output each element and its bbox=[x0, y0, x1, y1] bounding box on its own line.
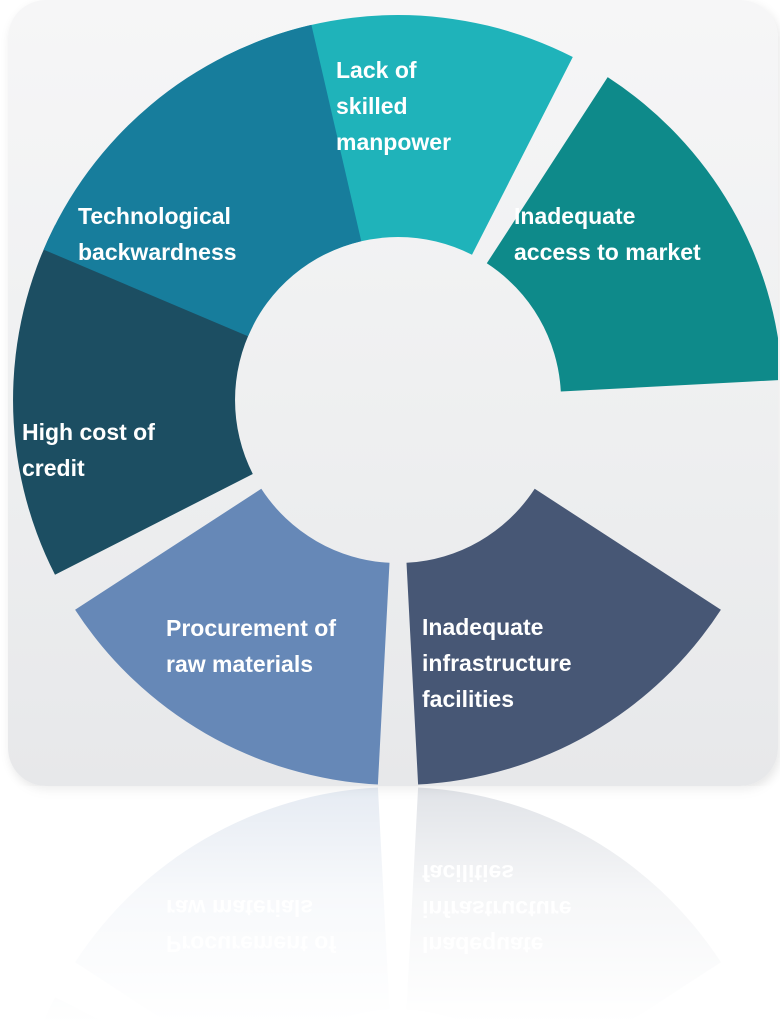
wheel bbox=[13, 15, 778, 785]
label-line: Inadequate bbox=[514, 203, 635, 229]
label-inadequate-access-to-market: Inadequate access to market bbox=[514, 203, 701, 265]
label-line: infrastructure bbox=[422, 650, 572, 676]
label-technological-backwardness: Technological backwardness bbox=[78, 203, 237, 265]
label-line: Inadequate bbox=[422, 614, 543, 640]
label-line: access to market bbox=[514, 239, 701, 265]
label-line: backwardness bbox=[78, 239, 237, 265]
label-procurement-of-raw-materials: Procurement of raw materials bbox=[166, 615, 336, 677]
label-line: manpower bbox=[336, 129, 451, 155]
label-line: skilled bbox=[336, 93, 408, 119]
label-line: raw materials bbox=[166, 651, 313, 677]
segment-inadequate-access-to-market bbox=[486, 77, 778, 392]
reflection-fade-overlay bbox=[0, 786, 780, 1024]
label-line: credit bbox=[22, 455, 85, 481]
label-inadequate-infrastructure-facilities: Inadequate infrastructure facilities bbox=[422, 614, 572, 712]
segment-procurement-of-raw-materials bbox=[75, 488, 390, 785]
segment-inadequate-infrastructure-facilities bbox=[406, 488, 721, 785]
label-line: Procurement of bbox=[166, 615, 336, 641]
label-lack-of-skilled-manpower: Lack of skilled manpower bbox=[336, 57, 451, 155]
label-line: High cost of bbox=[22, 419, 155, 445]
label-line: facilities bbox=[422, 686, 514, 712]
segment-technological-backwardness bbox=[43, 24, 362, 337]
label-high-cost-of-credit: High cost of credit bbox=[22, 419, 155, 481]
label-line: Lack of bbox=[336, 57, 417, 83]
label-line: Technological bbox=[78, 203, 231, 229]
